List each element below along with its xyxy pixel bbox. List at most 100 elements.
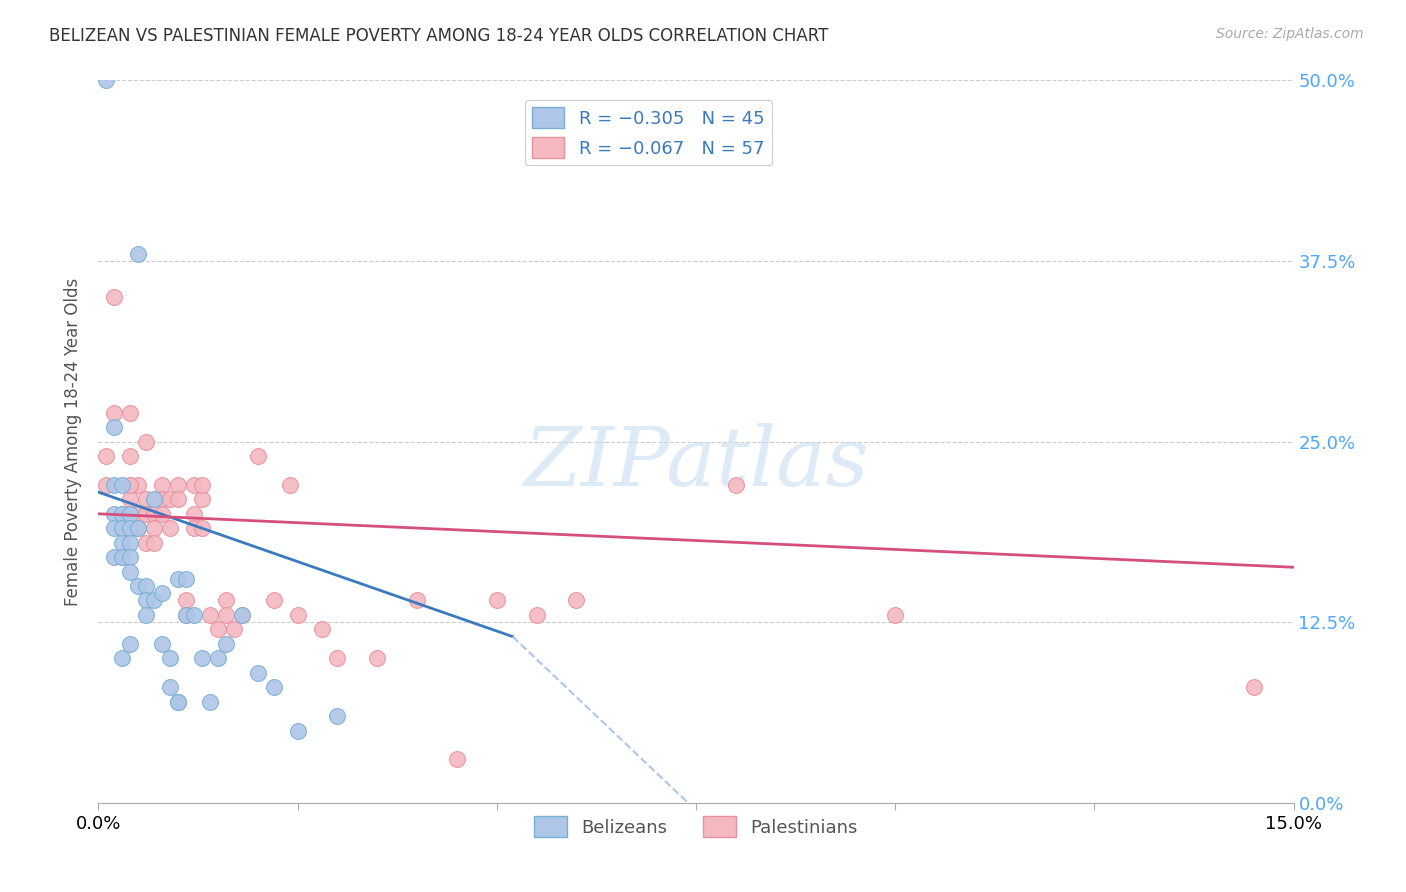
Point bbox=[127, 478, 149, 492]
Point bbox=[103, 521, 125, 535]
Point bbox=[565, 593, 588, 607]
Point bbox=[159, 521, 181, 535]
Point bbox=[120, 478, 142, 492]
Point bbox=[96, 73, 118, 87]
Point bbox=[215, 607, 238, 622]
Point bbox=[191, 521, 214, 535]
Point bbox=[135, 535, 157, 549]
Point bbox=[198, 695, 221, 709]
Text: ZIPatlas: ZIPatlas bbox=[523, 423, 869, 503]
Point bbox=[174, 572, 197, 586]
Point bbox=[96, 449, 118, 463]
Point bbox=[143, 521, 166, 535]
Point bbox=[111, 535, 134, 549]
Point bbox=[191, 492, 214, 507]
Point bbox=[103, 478, 125, 492]
Point bbox=[111, 521, 134, 535]
Point bbox=[263, 680, 285, 694]
Point bbox=[135, 593, 157, 607]
Point bbox=[207, 651, 229, 665]
Point bbox=[326, 651, 349, 665]
Point bbox=[120, 507, 142, 521]
Point bbox=[231, 607, 253, 622]
Point bbox=[183, 507, 205, 521]
Point bbox=[191, 478, 214, 492]
Point bbox=[111, 478, 134, 492]
Point bbox=[120, 535, 142, 549]
Point bbox=[183, 478, 205, 492]
Point bbox=[174, 607, 197, 622]
Point bbox=[191, 651, 214, 665]
Point bbox=[135, 579, 157, 593]
Point bbox=[120, 478, 142, 492]
Point bbox=[159, 651, 181, 665]
Point bbox=[231, 607, 253, 622]
Point bbox=[127, 579, 149, 593]
Point bbox=[167, 478, 190, 492]
Point bbox=[246, 665, 269, 680]
Point bbox=[103, 550, 125, 565]
Point bbox=[287, 607, 309, 622]
Point bbox=[167, 695, 190, 709]
Point bbox=[167, 492, 190, 507]
Point bbox=[103, 406, 125, 420]
Point bbox=[215, 593, 238, 607]
Point bbox=[167, 695, 190, 709]
Point bbox=[311, 623, 333, 637]
Point bbox=[183, 607, 205, 622]
Point bbox=[366, 651, 388, 665]
Point bbox=[150, 492, 173, 507]
Point bbox=[120, 521, 142, 535]
Text: Source: ZipAtlas.com: Source: ZipAtlas.com bbox=[1216, 27, 1364, 41]
Point bbox=[143, 507, 166, 521]
Point bbox=[103, 420, 125, 434]
Point bbox=[143, 492, 166, 507]
Point bbox=[111, 550, 134, 565]
Point bbox=[111, 651, 134, 665]
Point bbox=[150, 586, 173, 600]
Point bbox=[120, 449, 142, 463]
Point bbox=[127, 521, 149, 535]
Point bbox=[135, 492, 157, 507]
Point bbox=[150, 637, 173, 651]
Point bbox=[135, 434, 157, 449]
Text: BELIZEAN VS PALESTINIAN FEMALE POVERTY AMONG 18-24 YEAR OLDS CORRELATION CHART: BELIZEAN VS PALESTINIAN FEMALE POVERTY A… bbox=[49, 27, 828, 45]
Point bbox=[143, 535, 166, 549]
Point bbox=[326, 709, 349, 723]
Point bbox=[111, 507, 134, 521]
Point bbox=[135, 607, 157, 622]
Point bbox=[263, 593, 285, 607]
Legend: Belizeans, Palestinians: Belizeans, Palestinians bbox=[527, 809, 865, 845]
Y-axis label: Female Poverty Among 18-24 Year Olds: Female Poverty Among 18-24 Year Olds bbox=[65, 277, 83, 606]
Point bbox=[135, 507, 157, 521]
Point bbox=[526, 607, 548, 622]
Point bbox=[446, 752, 468, 766]
Point bbox=[120, 637, 142, 651]
Point bbox=[159, 680, 181, 694]
Point bbox=[207, 623, 229, 637]
Point bbox=[174, 593, 197, 607]
Point bbox=[103, 507, 125, 521]
Point bbox=[127, 521, 149, 535]
Point bbox=[120, 550, 142, 565]
Point bbox=[287, 723, 309, 738]
Point bbox=[167, 572, 190, 586]
Point bbox=[127, 507, 149, 521]
Point bbox=[111, 550, 134, 565]
Point bbox=[150, 507, 173, 521]
Point bbox=[215, 637, 238, 651]
Point bbox=[120, 406, 142, 420]
Point bbox=[884, 607, 907, 622]
Point bbox=[485, 593, 508, 607]
Point bbox=[143, 593, 166, 607]
Point bbox=[159, 492, 181, 507]
Point bbox=[246, 449, 269, 463]
Point bbox=[183, 521, 205, 535]
Point bbox=[103, 290, 125, 304]
Point bbox=[96, 478, 118, 492]
Point bbox=[150, 478, 173, 492]
Point bbox=[111, 507, 134, 521]
Point bbox=[198, 607, 221, 622]
Point bbox=[1243, 680, 1265, 694]
Point bbox=[278, 478, 301, 492]
